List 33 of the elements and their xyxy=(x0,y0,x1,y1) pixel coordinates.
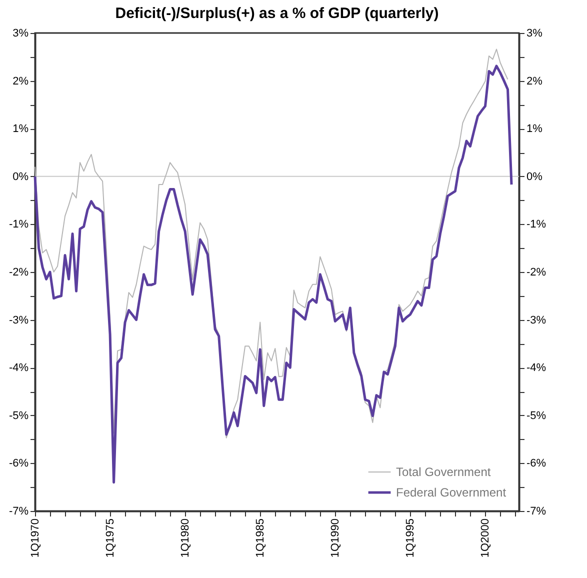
y2-tick-label: 0% xyxy=(526,170,543,183)
chart-title: Deficit(-)/Surplus(+) as a % of GDP (quarterly) xyxy=(115,5,439,22)
y2-tick-label: -2% xyxy=(526,266,546,278)
y2-tick-label: -4% xyxy=(526,362,546,374)
y-tick-label: 3% xyxy=(12,28,29,40)
y2-tick-label: -5% xyxy=(526,410,546,422)
x-tick-label: 1Q2000 xyxy=(480,518,492,558)
y-tick-label: -6% xyxy=(8,458,29,470)
y2-tick-label: -7% xyxy=(526,506,546,518)
y2-tick-label: -1% xyxy=(526,218,546,231)
x-tick-label: 1Q1995 xyxy=(404,518,417,558)
y2-tick-label: 2% xyxy=(526,75,543,88)
y-tick-label: 1% xyxy=(12,123,29,136)
x-tick-label: 1Q1970 xyxy=(30,518,42,558)
y2-tick-label: 3% xyxy=(526,28,543,40)
legend-label: Total Government xyxy=(396,465,492,479)
line-series xyxy=(34,64,513,484)
x-tick-label: 1Q1975 xyxy=(104,518,117,558)
y-tick-label: 2% xyxy=(12,75,29,88)
y-tick-label: -1% xyxy=(8,218,29,231)
y-tick-label: -4% xyxy=(8,362,29,374)
y-tick-label: -5% xyxy=(8,410,29,422)
x-tick-label: 1Q1985 xyxy=(254,518,267,558)
y-tick-label: 0% xyxy=(12,170,29,183)
x-tick-label: 1Q1990 xyxy=(330,518,342,558)
y-tick-label: -2% xyxy=(8,266,29,278)
legend-label: Federal Government xyxy=(396,486,507,500)
y2-tick-label: 1% xyxy=(526,123,543,136)
x-tick-label: 1Q1980 xyxy=(180,518,192,558)
y2-tick-label: -6% xyxy=(526,458,546,470)
y-tick-label: -7% xyxy=(8,506,29,518)
y2-tick-label: -3% xyxy=(526,314,546,326)
y-tick-label: -3% xyxy=(8,314,29,326)
